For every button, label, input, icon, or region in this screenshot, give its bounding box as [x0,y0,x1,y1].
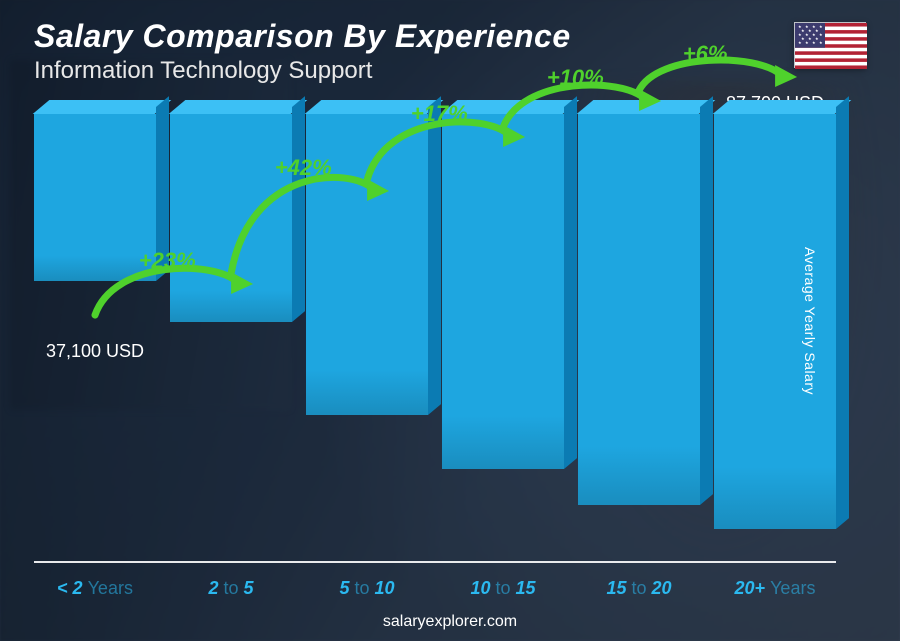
bar-side-face [156,96,169,281]
svg-text:★: ★ [805,40,809,45]
bar-top-face [33,100,172,114]
bar-side-face [700,96,713,505]
x-axis-label: 10 to 15 [442,578,564,599]
svg-text:★: ★ [819,32,823,37]
x-axis-label: 20+ Years [714,578,836,599]
bar-group: 82,900 USD [578,100,700,561]
bar [170,100,292,322]
bar-top-face [713,100,852,114]
bar-side-face [836,96,849,529]
x-axis-label: 5 to 10 [306,578,428,599]
bar-top-face [305,100,444,114]
svg-text:★: ★ [812,40,816,45]
bar-group: 64,500 USD [306,100,428,561]
bar [578,100,700,505]
bar-front-face [442,114,564,469]
bar-group: 37,100 USD [34,100,156,561]
bar-group: 45,500 USD [170,100,292,561]
bar [34,100,156,281]
page-subtitle: Information Technology Support [34,57,571,85]
bar-side-face [428,96,441,415]
bar-group: 75,400 USD [442,100,564,561]
bar-front-face [306,114,428,415]
page-title: Salary Comparison By Experience [34,18,571,55]
x-axis-line [34,561,836,563]
svg-text:★: ★ [798,40,802,45]
bar-front-face [34,114,156,281]
svg-text:★: ★ [819,40,823,45]
bar-front-face [578,114,700,505]
bar [442,100,564,469]
x-axis-labels: < 2 Years 2 to 5 5 to 10 10 to 15 15 to 20 20… [34,578,836,599]
x-axis-label: < 2 Years [34,578,156,599]
bar-side-face [564,96,577,469]
bar [306,100,428,415]
bar-top-face [169,100,308,114]
attribution-text: salaryexplorer.com [0,613,900,631]
us-flag-icon: ★★★★ ★★★ ★★★★ ★★★ ★★★★ [794,22,866,68]
header: Salary Comparison By Experience Informat… [34,18,571,85]
x-axis-label: 15 to 20 [578,578,700,599]
bar-front-face [170,114,292,322]
bar-value-label: 37,100 USD [10,341,181,362]
y-axis-title: Average Yearly Salary [802,247,818,395]
bar-top-face [441,100,580,114]
svg-text:★: ★ [819,24,823,29]
bar-chart: 37,100 USD45,500 USD64,500 USD75,400 USD… [34,100,836,561]
x-axis-label: 2 to 5 [170,578,292,599]
